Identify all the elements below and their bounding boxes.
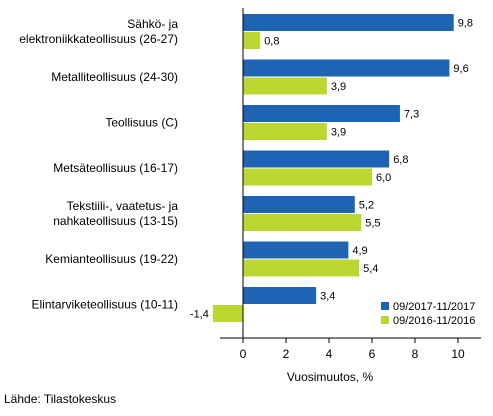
x-tick-label-3: 6 <box>369 347 376 361</box>
bar-s1-2 <box>243 105 400 122</box>
bar-s2-5 <box>243 259 360 277</box>
category-label-0-0: Sähkö- ja <box>127 17 178 31</box>
bar-s1-0 <box>243 14 454 31</box>
category-label-3-0: Metsäteollisuus (16-17) <box>53 161 178 175</box>
x-tick-label-2: 4 <box>326 347 333 361</box>
bar-s1-1 <box>243 59 450 77</box>
value-label-s2-0: 0,8 <box>264 36 279 48</box>
value-label-s2-1: 3,9 <box>331 81 346 93</box>
bar-s2-0 <box>243 32 261 49</box>
bar-s1-3 <box>243 150 390 168</box>
category-label-2-0: Teollisuus (C) <box>105 116 178 130</box>
bar-s2-1 <box>243 77 327 95</box>
x-tick-label-1: 2 <box>283 347 290 361</box>
legend-swatch-1 <box>381 316 389 324</box>
x-tick-label-0: 0 <box>240 347 247 361</box>
category-label-5-0: Kemianteollisuus (19-22) <box>45 252 178 266</box>
x-tick-label-4: 8 <box>412 347 419 361</box>
category-label-4-0: Tekstiili-, vaatetus- ja <box>67 199 179 213</box>
bar-s1-4 <box>243 196 355 213</box>
legend-swatch-0 <box>381 302 389 310</box>
value-label-s2-3: 6,0 <box>376 172 391 184</box>
bar-s2-3 <box>243 168 372 186</box>
value-label-s1-0: 9,8 <box>458 18 473 30</box>
bar-s2-6 <box>212 305 243 322</box>
value-label-s2-5: 5,4 <box>363 263 378 275</box>
value-label-s2-6: -1,4 <box>190 309 209 321</box>
value-label-s1-5: 4,9 <box>352 245 367 257</box>
category-label-4-1: nahkateollisuus (13-15) <box>53 214 178 228</box>
bar-s2-4 <box>243 214 362 231</box>
category-label-6-0: Elintarviketeollisuus (10-11) <box>31 298 178 312</box>
value-label-s2-2: 3,9 <box>331 127 346 139</box>
value-label-s1-6: 3,4 <box>320 291 335 303</box>
legend-label-0: 09/2017-11/2017 <box>393 301 475 313</box>
category-label-0-1: elektroniikkateollisuus (26-27) <box>19 32 178 46</box>
source-note: Lähde: Tilastokeskus <box>4 392 117 406</box>
value-label-s1-1: 9,6 <box>453 63 468 75</box>
value-label-s1-4: 5,2 <box>359 200 374 212</box>
legend-label-1: 09/2016-11/2016 <box>393 315 475 327</box>
bar-s1-5 <box>243 241 349 259</box>
value-label-s1-3: 6,8 <box>393 154 408 166</box>
bar-s1-6 <box>243 287 317 304</box>
value-label-s2-4: 5,5 <box>365 218 380 230</box>
x-tick-label-5: 10 <box>451 347 465 361</box>
x-axis-title: Vuosimuutos, % <box>287 370 374 384</box>
category-label-1-0: Metalliteollisuus (24-30) <box>51 70 178 84</box>
value-label-s1-2: 7,3 <box>404 109 419 121</box>
bar-s2-2 <box>243 123 327 140</box>
